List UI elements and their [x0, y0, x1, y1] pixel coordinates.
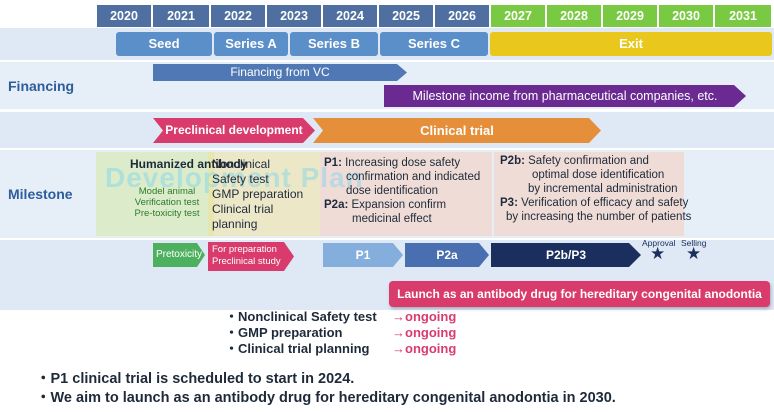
- p2a-label: P2a:: [324, 199, 349, 211]
- year-2024: 2024: [323, 5, 377, 27]
- p2b-label: P2b:: [500, 155, 525, 167]
- status-value: →ongoing: [392, 341, 457, 356]
- nonclinical-line: Clinical trial: [212, 202, 274, 216]
- year-2028: 2028: [547, 5, 601, 27]
- status-value: →ongoing: [392, 309, 457, 324]
- clinical-trial-arrow: Clinical trial: [313, 118, 601, 143]
- status-item: ・Nonclinical Safety test: [225, 309, 377, 324]
- financing-vc-arrow: Financing from VC: [153, 64, 407, 81]
- p2b-line: by incremental administration: [528, 183, 678, 195]
- milestone-income-arrow: Milestone income from pharmaceutical com…: [384, 85, 746, 107]
- approval-star-icon: ★: [650, 244, 666, 263]
- selling-star-icon: ★: [686, 244, 702, 263]
- p2b-description: P2b: Safety confirmation and optimal dos…: [500, 154, 691, 224]
- pretoxicity-bar: Pretoxicity: [153, 243, 205, 267]
- p1-line: dose identification: [346, 185, 439, 197]
- year-2031: 2031: [715, 5, 771, 27]
- p1-label: P1:: [324, 157, 342, 169]
- p1-bar: P1: [323, 243, 403, 267]
- p1-description: P1: Increasing dose safety confirmation …: [324, 156, 480, 226]
- p1-box: [320, 152, 492, 236]
- preparation-line: Preclinical study: [212, 256, 281, 267]
- status-list: ・Nonclinical Safety test ・GMP preparatio…: [225, 309, 377, 357]
- antibody-item: Verification test: [134, 197, 200, 208]
- watermark-logo: Development Plan: [105, 162, 364, 193]
- antibody-title: Humanized antibody: [130, 157, 248, 171]
- summary-bullet: ・We aim to launch as an antibody drug fo…: [36, 390, 616, 406]
- p2a-line: Expansion confirm: [351, 199, 447, 211]
- p1-line: confirmation and indicated: [346, 171, 481, 183]
- antibody-item: Model animal: [138, 186, 196, 197]
- year-2027: 2027: [491, 5, 545, 27]
- selling-label: Selling: [681, 238, 707, 248]
- status-item: ・GMP preparation: [225, 325, 343, 340]
- row-label-milestone: Milestone: [8, 186, 73, 202]
- nonclinical-box: [208, 152, 320, 236]
- nonclinical-line: GMP preparation: [212, 187, 304, 201]
- status-value: →ongoing: [392, 325, 457, 340]
- antibody-item: Pre-toxicity test: [134, 208, 200, 219]
- year-2022: 2022: [211, 5, 265, 27]
- preparation-line: For preparation: [212, 244, 277, 255]
- p2a-bar: P2a: [405, 243, 489, 267]
- p2b-line: Safety confirmation and: [528, 155, 649, 167]
- phase-series-c: Series C: [380, 32, 488, 56]
- p2b-p3-bar: P2b/P3: [491, 243, 641, 267]
- year-2030: 2030: [659, 5, 713, 27]
- year-2020: 2020: [97, 5, 151, 27]
- year-2023: 2023: [267, 5, 321, 27]
- p3-line: by increasing the number of patients: [506, 211, 692, 223]
- nonclinical-list: Nonclinical Safety test GMP preparation …: [212, 157, 303, 232]
- phase-series-a: Series A: [214, 32, 288, 56]
- p1-line: Increasing dose safety: [345, 157, 461, 169]
- nonclinical-line: Nonclinical: [212, 157, 271, 171]
- phase-series-b: Series B: [290, 32, 378, 56]
- year-2029: 2029: [603, 5, 657, 27]
- row-label-financing: Financing: [8, 78, 75, 94]
- nonclinical-line: planning: [212, 217, 258, 231]
- approval-label: Approval: [642, 238, 676, 248]
- antibody-items: Model animal Verification test Pre-toxic…: [132, 186, 202, 219]
- year-2025: 2025: [379, 5, 433, 27]
- preparation-bar: For preparation Preclinical study: [208, 242, 294, 271]
- summary-bullets: ・P1 clinical trial is scheduled to start…: [36, 370, 616, 408]
- p2a-line: medicinal effect: [352, 213, 432, 225]
- p3-line: Verification of efficacy and safety: [521, 197, 689, 209]
- p3-label: P3:: [500, 197, 518, 209]
- p2b-box: [494, 152, 684, 236]
- summary-bullet: ・P1 clinical trial is scheduled to start…: [36, 371, 355, 387]
- status-item: ・Clinical trial planning: [225, 341, 370, 356]
- phase-seed: Seed: [116, 32, 212, 56]
- preclinical-arrow: Preclinical development: [153, 118, 315, 143]
- year-2026: 2026: [435, 5, 489, 27]
- phase-exit: Exit: [490, 32, 772, 56]
- year-2021: 2021: [153, 5, 209, 27]
- p2b-line: optimal dose identification: [532, 169, 665, 181]
- status-values: →ongoing →ongoing →ongoing: [392, 309, 456, 357]
- nonclinical-line: Safety test: [212, 172, 269, 186]
- antibody-box: [96, 152, 214, 236]
- launch-banner: Launch as an antibody drug for hereditar…: [389, 281, 770, 307]
